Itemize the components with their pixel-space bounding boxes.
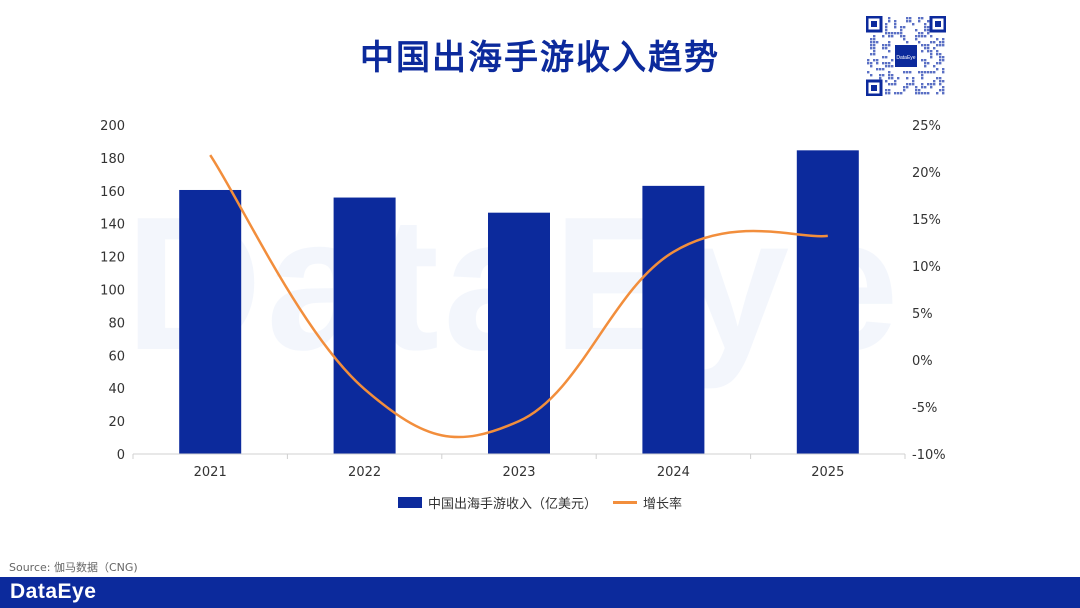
left-axis-tick-label: 140 bbox=[100, 218, 125, 233]
legend-bar-swatch bbox=[397, 497, 422, 508]
right-axis-tick-label: 5% bbox=[912, 307, 933, 322]
right-axis-tick-label: 0% bbox=[912, 354, 933, 369]
qr-code-graphic: DataEye bbox=[865, 15, 947, 97]
chart-legend: 中国出海手游收入（亿美元） 增长率 bbox=[0, 493, 1080, 512]
revenue-bar bbox=[179, 189, 242, 455]
revenue-bar bbox=[796, 150, 859, 454]
x-axis-tick-label: 2021 bbox=[194, 465, 227, 480]
x-axis-tick-label: 2024 bbox=[657, 465, 690, 480]
revenue-bar bbox=[333, 197, 396, 454]
revenue-bar bbox=[642, 185, 705, 455]
left-axis-tick-label: 60 bbox=[108, 349, 125, 364]
right-axis-tick-label: 15% bbox=[912, 213, 941, 228]
left-axis-tick-label: 0 bbox=[117, 448, 125, 463]
left-axis-tick-label: 40 bbox=[108, 382, 125, 397]
growth-rate-line bbox=[209, 154, 828, 439]
right-axis-tick-label: 25% bbox=[912, 119, 941, 134]
right-axis-tick-label: -5% bbox=[912, 401, 937, 416]
left-axis-tick-label: 180 bbox=[100, 152, 125, 167]
dataeye-logo: DataEye bbox=[10, 580, 97, 603]
x-axis-tick-label: 2022 bbox=[348, 465, 381, 480]
legend-line-swatch bbox=[613, 501, 637, 504]
left-axis-tick-label: 80 bbox=[108, 316, 125, 331]
revenue-bar bbox=[488, 212, 550, 454]
footer-bar: DataEye bbox=[0, 577, 1080, 608]
right-axis-tick-label: 20% bbox=[912, 166, 941, 181]
left-axis-tick-label: 100 bbox=[100, 284, 125, 299]
legend-bar-label: 中国出海手游收入（亿美元） bbox=[427, 497, 597, 512]
right-axis-tick-label: 10% bbox=[912, 260, 941, 275]
left-axis-tick-label: 200 bbox=[100, 119, 125, 134]
right-axis-tick-label: -10% bbox=[912, 448, 946, 463]
left-axis-tick-label: 120 bbox=[100, 251, 125, 266]
legend-line-label: 增长率 bbox=[643, 497, 683, 512]
svg-text:DataEye: DataEye bbox=[896, 55, 915, 61]
left-axis-tick-label: 20 bbox=[108, 415, 125, 430]
x-axis-tick-label: 2025 bbox=[811, 465, 844, 480]
source-note: Source: 伽马数据（CNG) bbox=[9, 561, 138, 574]
page-title: 中国出海手游收入趋势 bbox=[360, 38, 720, 78]
qr-code: DataEye bbox=[865, 15, 947, 97]
x-axis-tick-label: 2023 bbox=[502, 465, 535, 480]
left-axis-tick-label: 160 bbox=[100, 185, 125, 200]
